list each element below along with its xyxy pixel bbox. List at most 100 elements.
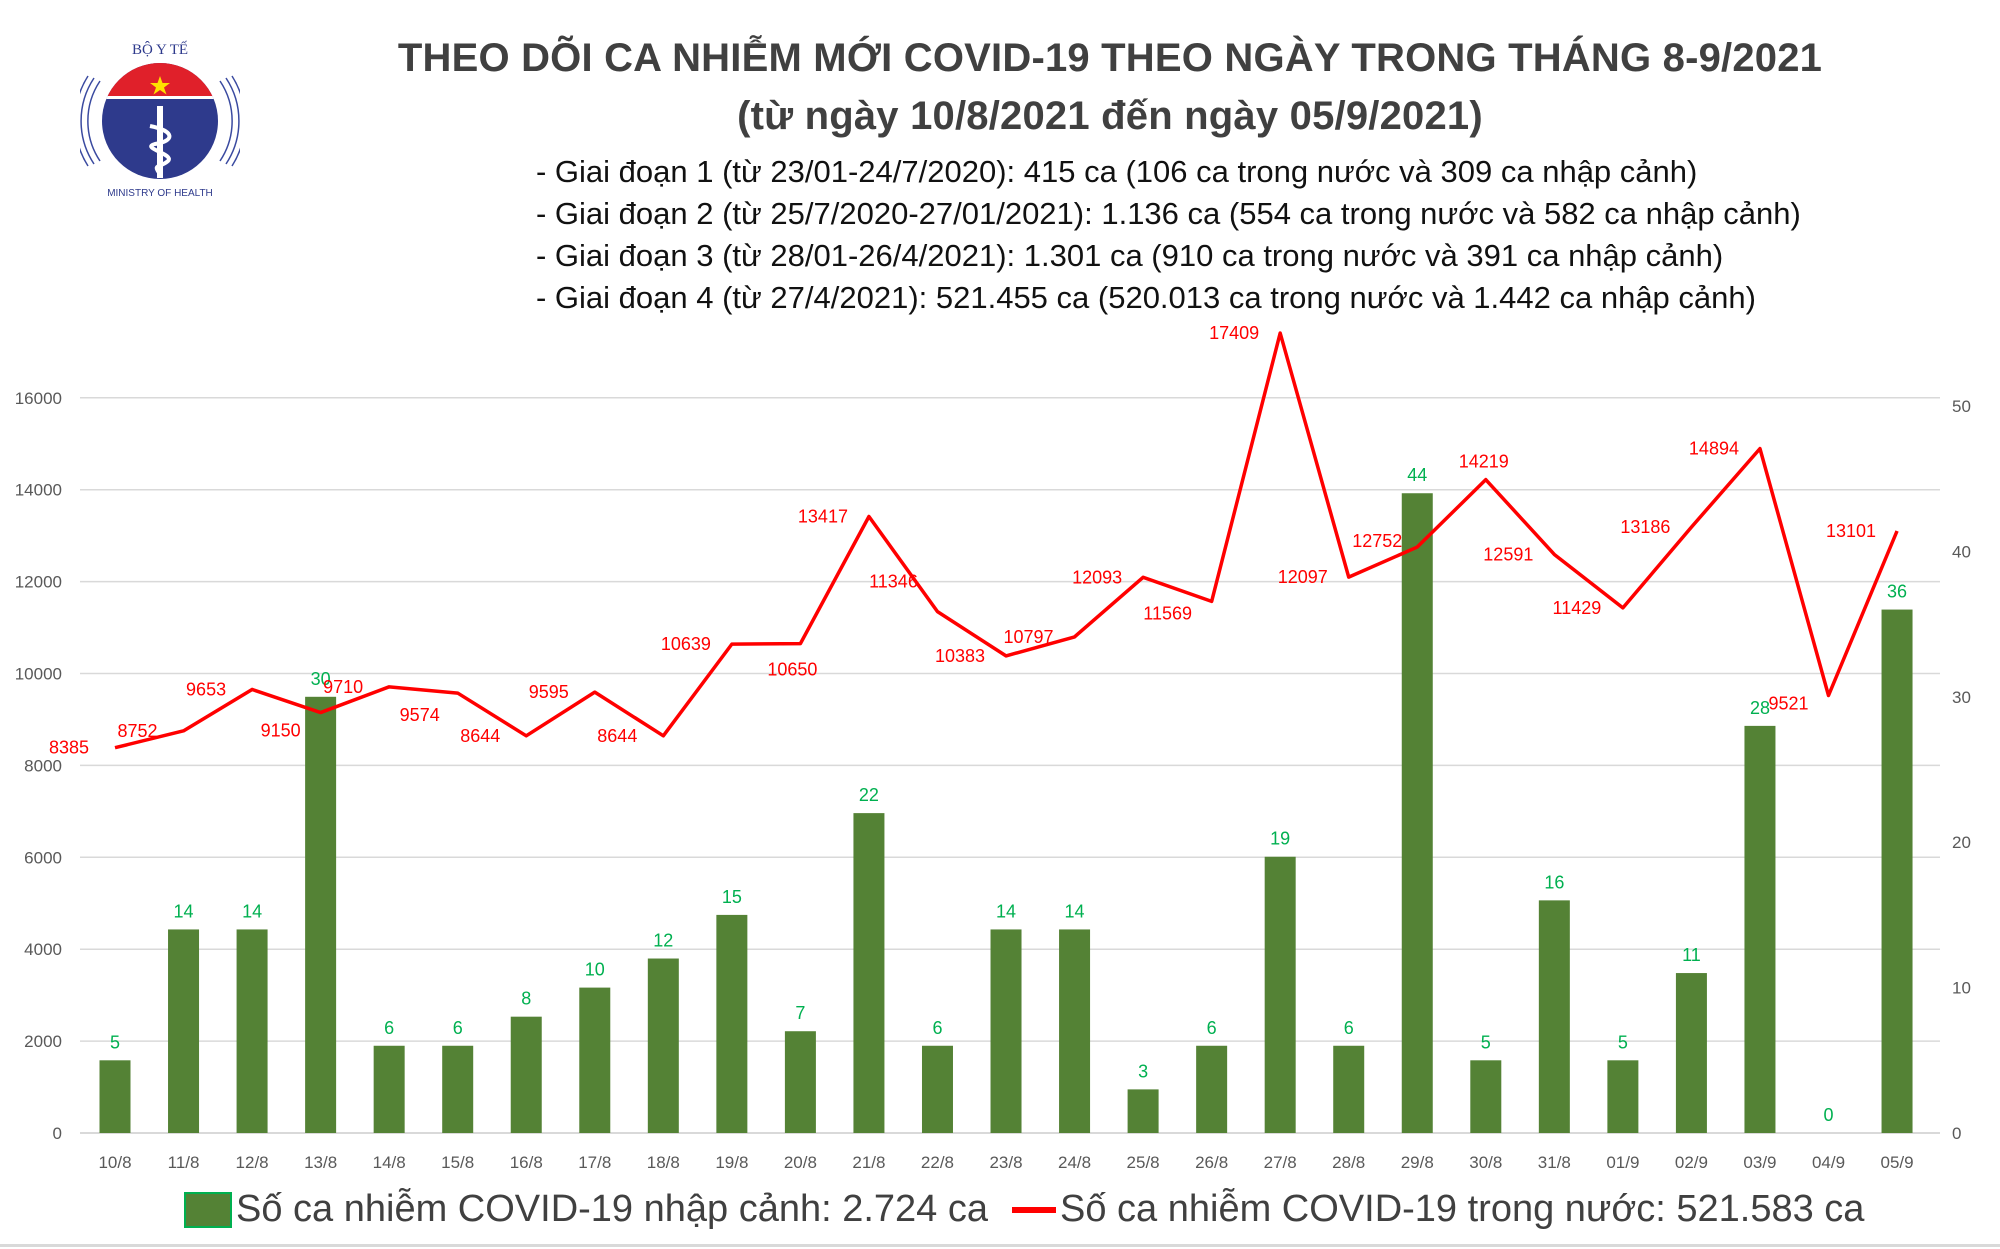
line-data-label: 11429 (1553, 598, 1602, 618)
x-axis-tick-label: 21/8 (852, 1153, 885, 1172)
line-data-label: 8644 (597, 726, 637, 746)
line-data-label: 11569 (1143, 603, 1192, 623)
phase-4-summary: - Giai đoạn 4 (từ 27/4/2021): 521.455 ca… (536, 280, 1756, 315)
bar-data-label: 14 (242, 901, 262, 921)
bar-data-label: 11 (1682, 945, 1701, 965)
legend-item-bar: Số ca nhiễm COVID-19 nhập cảnh: 2.724 ca (184, 1188, 988, 1231)
bar (716, 914, 748, 1133)
bar-data-label: 28 (1750, 698, 1770, 718)
line-data-label: 10797 (1004, 627, 1054, 647)
x-axis-tick-label: 22/8 (921, 1153, 954, 1172)
bar-data-label: 10 (585, 960, 605, 980)
legend-swatch-line (1012, 1206, 1056, 1213)
svg-text:BỘ Y TẾ: BỘ Y TẾ (132, 41, 188, 58)
line-data-label: 14894 (1689, 439, 1739, 459)
x-axis-tick-label: 24/8 (1058, 1153, 1091, 1172)
x-axis-tick-label: 28/8 (1332, 1153, 1365, 1172)
bar-data-label: 8 (521, 989, 531, 1009)
bar (99, 1060, 131, 1133)
bar (990, 929, 1022, 1133)
left-axis-tick-label: 14000 (15, 481, 62, 500)
legend-label-bar: Số ca nhiễm COVID-19 nhập cảnh: 2.724 ca (236, 1188, 989, 1230)
bar-data-label: 30 (311, 669, 331, 689)
bar (373, 1045, 405, 1133)
line-data-label: 10650 (767, 660, 817, 680)
line-data-label: 8385 (49, 738, 89, 758)
bar (1264, 856, 1296, 1133)
x-axis-tick-label: 02/9 (1675, 1153, 1708, 1172)
x-axis-tick-label: 15/8 (441, 1153, 474, 1172)
bar-data-label: 16 (1544, 872, 1564, 892)
x-axis-tick-label: 12/8 (236, 1153, 269, 1172)
line-data-label: 10383 (935, 646, 985, 666)
right-axis-tick-label: 50 (1952, 397, 1971, 416)
line-data-label: 12752 (1352, 531, 1402, 551)
x-axis-tick-label: 17/8 (578, 1153, 611, 1172)
bar-data-label: 3 (1138, 1061, 1148, 1081)
bar (442, 1045, 474, 1133)
left-axis-tick-label: 8000 (24, 756, 62, 775)
bar (305, 696, 337, 1133)
line-data-label: 12093 (1072, 567, 1122, 587)
x-axis-tick-label: 31/8 (1538, 1153, 1571, 1172)
svg-text:MINISTRY OF HEALTH: MINISTRY OF HEALTH (107, 188, 213, 199)
bar-data-label: 6 (384, 1018, 394, 1038)
bar-data-label: 5 (1481, 1032, 1491, 1052)
line-data-label: 13101 (1826, 521, 1876, 541)
bar (647, 958, 679, 1133)
bar (921, 1045, 953, 1133)
line-data-label: 10639 (661, 634, 711, 654)
bar (1607, 1060, 1639, 1133)
bar (784, 1031, 816, 1133)
x-axis-tick-label: 11/8 (168, 1153, 200, 1172)
x-axis-tick-label: 18/8 (647, 1153, 680, 1172)
bar (1538, 900, 1570, 1133)
line-data-label: 13417 (798, 506, 848, 526)
line-data-label: 12591 (1483, 544, 1533, 564)
bar (1333, 1045, 1365, 1133)
line-data-label: 8752 (118, 721, 158, 741)
left-axis-tick-label: 6000 (24, 848, 62, 867)
legend-swatch-bar (184, 1191, 232, 1228)
bar-data-label: 6 (1207, 1018, 1217, 1038)
x-axis-tick-label: 01/9 (1606, 1153, 1639, 1172)
x-axis-tick-label: 13/8 (304, 1153, 337, 1172)
phase-2-summary: - Giai đoạn 2 (từ 25/7/2020-27/01/2021):… (536, 196, 1801, 231)
line-data-label: 17409 (1209, 323, 1259, 343)
x-axis-tick-label: 04/9 (1812, 1153, 1845, 1172)
bar-data-label: 5 (1618, 1032, 1628, 1052)
bar-data-label: 36 (1887, 582, 1907, 602)
bar (1059, 929, 1091, 1133)
bar-data-label: 0 (1823, 1105, 1833, 1125)
bar-data-label: 14 (996, 901, 1016, 921)
line-data-label: 9521 (1768, 694, 1808, 714)
right-axis-tick-label: 0 (1952, 1124, 1961, 1143)
x-axis-tick-label: 03/9 (1743, 1153, 1776, 1172)
bottom-border (0, 1244, 2000, 1247)
x-axis-tick-label: 14/8 (373, 1153, 406, 1172)
bar-data-label: 22 (859, 785, 879, 805)
bar (1744, 725, 1776, 1133)
left-axis-tick-label: 4000 (24, 940, 62, 959)
left-axis-tick-label: 16000 (15, 389, 62, 408)
chart-subtitle: (từ ngày 10/8/2021 đến ngày 05/9/2021) (737, 94, 1483, 138)
bar-data-label: 6 (932, 1018, 942, 1038)
bar-data-label: 6 (453, 1018, 463, 1038)
bar (1675, 973, 1707, 1133)
x-axis-tick-label: 20/8 (784, 1153, 817, 1172)
phase-1-summary: - Giai đoạn 1 (từ 23/01-24/7/2020): 415 … (536, 154, 1698, 189)
right-axis-tick-label: 30 (1952, 688, 1971, 707)
bar (1401, 493, 1433, 1133)
x-axis-tick-label: 27/8 (1264, 1153, 1297, 1172)
bar-data-label: 14 (174, 901, 194, 921)
bar-data-label: 19 (1270, 829, 1290, 849)
x-axis-tick-label: 29/8 (1401, 1153, 1434, 1172)
x-axis-tick-label: 23/8 (989, 1153, 1022, 1172)
chart-title: THEO DÕI CA NHIỄM MỚI COVID-19 THEO NGÀY… (397, 36, 1823, 80)
line-data-label: 9574 (400, 705, 440, 725)
line-data-label: 14219 (1459, 452, 1509, 472)
left-axis-tick-label: 10000 (15, 665, 62, 684)
bar (510, 1016, 542, 1133)
right-axis-tick-label: 10 (1952, 979, 1971, 998)
